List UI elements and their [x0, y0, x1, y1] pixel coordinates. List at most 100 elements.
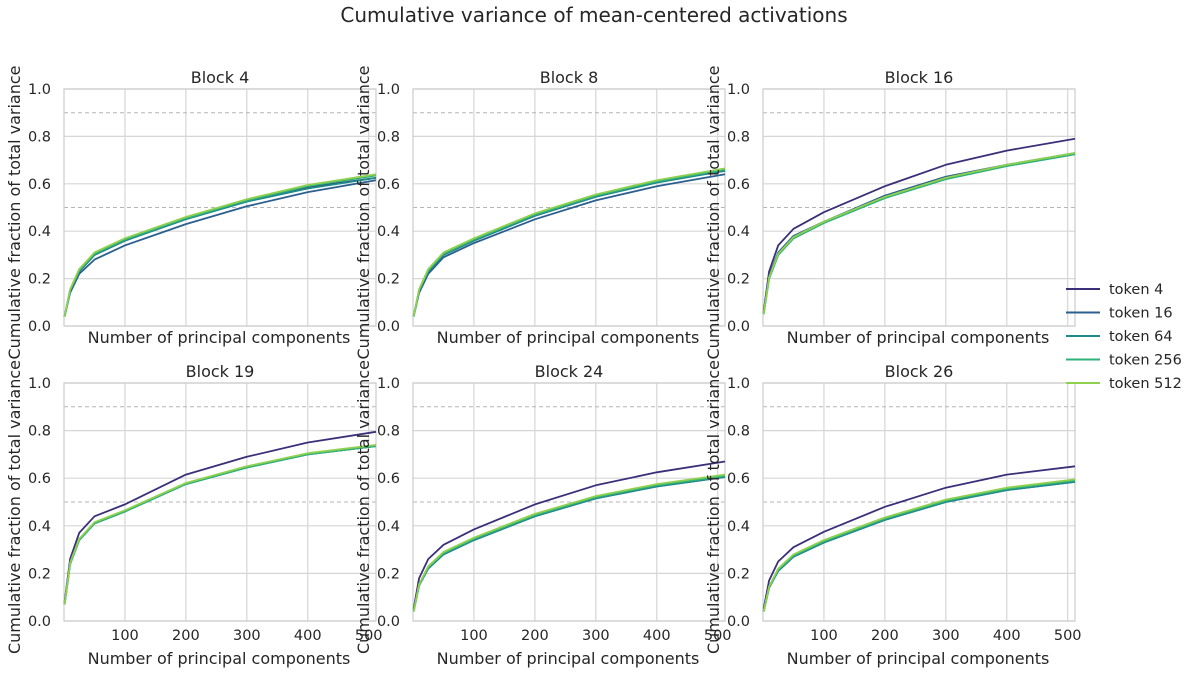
- x-tick-label: 500: [1054, 628, 1082, 644]
- subplot-title: Block 16: [885, 68, 954, 87]
- x-axis-label: Number of principal components: [437, 649, 700, 668]
- y-tick-label: 0.4: [28, 224, 51, 240]
- y-tick-label: 0.8: [377, 424, 400, 440]
- series-line-token-512: [412, 473, 726, 612]
- y-tick-label: 1.0: [377, 376, 400, 392]
- y-tick-label: 1.0: [377, 82, 400, 98]
- series-line-token-256: [762, 153, 1076, 315]
- y-tick-label: 0.0: [28, 614, 51, 630]
- series-line-token-512: [63, 444, 377, 605]
- y-tick-label: 0.6: [377, 471, 400, 487]
- y-tick-label: 1.0: [28, 82, 51, 98]
- legend-label: token 64: [1109, 329, 1173, 345]
- y-tick-label: 1.0: [28, 376, 51, 392]
- y-tick-label: 0.4: [28, 519, 51, 535]
- subplot-1: Block 4 0.0 0.2 0.4 0.6 0.8 1.0 Number of princ…: [5, 65, 377, 360]
- y-tick-label: 0.0: [377, 319, 400, 335]
- y-tick-label: 0.6: [727, 177, 750, 193]
- series-line-token-4: [762, 137, 1076, 312]
- series-line-token-256: [63, 174, 377, 317]
- y-tick-label: 0.2: [727, 272, 750, 288]
- y-axis-label: Cumulative fraction of total variance: [704, 65, 723, 359]
- y-tick-label: 1.0: [727, 82, 750, 98]
- y-tick-label: 0.0: [377, 614, 400, 630]
- series-line-token-16: [63, 179, 377, 317]
- series-line-token-64: [412, 169, 726, 317]
- y-tick-label: 0.8: [28, 129, 51, 145]
- x-axis-label: Number of principal components: [787, 328, 1050, 347]
- subplot-2: Block 8 0.0 0.2 0.4 0.6 0.8 1.0 Number of princ…: [354, 65, 726, 360]
- legend-label: token 4: [1109, 282, 1163, 298]
- x-tick-label: 500: [704, 628, 732, 644]
- x-tick-label: 200: [521, 628, 549, 644]
- x-tick-label: 300: [932, 628, 960, 644]
- y-tick-label: 0.0: [28, 319, 51, 335]
- y-tick-label: 0.4: [727, 519, 750, 535]
- figure-title: Cumulative variance of mean-centered act…: [340, 3, 847, 27]
- x-tick-label: 200: [871, 628, 899, 644]
- x-axis-label: Number of principal components: [88, 328, 351, 347]
- x-axis-label: Number of principal components: [437, 328, 700, 347]
- subplot-title: Block 8: [540, 68, 599, 87]
- series-line-token-512: [412, 167, 726, 317]
- y-axis-label: Cumulative fraction of total variance: [5, 360, 24, 654]
- y-tick-label: 0.2: [377, 272, 400, 288]
- y-tick-label: 0.4: [377, 519, 400, 535]
- y-tick-label: 0.4: [377, 224, 400, 240]
- subplot-title: Block 19: [186, 362, 255, 381]
- y-tick-label: 0.2: [28, 566, 51, 582]
- series-line-token-256: [412, 168, 726, 317]
- y-tick-label: 0.6: [28, 177, 51, 193]
- y-tick-label: 0.6: [727, 471, 750, 487]
- y-tick-label: 1.0: [727, 376, 750, 392]
- subplot-6: Block 26 0.0 0.2 0.4 0.6 0.8 1.0 100 200 300 400 50…: [704, 360, 1082, 668]
- x-tick-label: 400: [294, 628, 322, 644]
- x-tick-label: 100: [460, 628, 488, 644]
- series-line-token-4: [412, 460, 726, 610]
- x-tick-label: 400: [993, 628, 1021, 644]
- series-line-token-512: [762, 152, 1076, 315]
- panels-container: Block 4 0.0 0.2 0.4 0.6 0.8 1.0 Number of princ…: [5, 65, 1082, 668]
- y-axis-label: Cumulative fraction of total variance: [354, 360, 373, 654]
- y-tick-label: 0.8: [377, 129, 400, 145]
- x-tick-label: 300: [233, 628, 261, 644]
- axes-frame: [412, 382, 726, 622]
- x-tick-label: 300: [582, 628, 610, 644]
- y-tick-label: 0.8: [727, 129, 750, 145]
- x-tick-label: 500: [355, 628, 383, 644]
- y-tick-label: 0.0: [727, 319, 750, 335]
- y-tick-label: 0.8: [727, 424, 750, 440]
- series-line-token-64: [762, 153, 1076, 315]
- axes-frame: [63, 88, 377, 327]
- series-line-token-512: [63, 173, 377, 317]
- x-axis-label: Number of principal components: [787, 649, 1050, 668]
- axes-frame: [63, 382, 377, 622]
- series-line-token-64: [63, 177, 377, 317]
- subplot-4: Block 19 0.0 0.2 0.4 0.6 0.8 1.0 100 200 300 400 50…: [5, 360, 383, 668]
- axes-frame: [762, 382, 1076, 622]
- series-line-token-4: [63, 430, 377, 603]
- y-tick-label: 0.8: [28, 424, 51, 440]
- y-tick-label: 0.2: [28, 272, 51, 288]
- y-tick-label: 0.6: [377, 177, 400, 193]
- subplot-3: Block 16 0.0 0.2 0.4 0.6 0.8 1.0 Number of prin…: [704, 65, 1076, 360]
- x-tick-label: 200: [172, 628, 200, 644]
- legend-label: token 512: [1109, 376, 1182, 392]
- legend-label: token 16: [1109, 306, 1173, 322]
- y-tick-label: 0.6: [28, 471, 51, 487]
- legend: token 4 token 16 token 64 token 256 token 51…: [1066, 282, 1182, 392]
- series-line-token-512: [762, 478, 1076, 612]
- legend-label: token 256: [1109, 353, 1182, 369]
- series-line-token-16: [762, 152, 1076, 315]
- y-axis-label: Cumulative fraction of total variance: [704, 360, 723, 654]
- subplot-5: Block 24 0.0 0.2 0.4 0.6 0.8 1.0 100 200 300 400 50…: [354, 360, 732, 668]
- x-tick-label: 400: [643, 628, 671, 644]
- series-line-token-4: [762, 465, 1076, 610]
- subplot-title: Block 24: [535, 362, 604, 381]
- subplot-title: Block 4: [191, 68, 250, 87]
- x-axis-label: Number of principal components: [88, 649, 351, 668]
- y-axis-label: Cumulative fraction of total variance: [354, 65, 373, 359]
- y-tick-label: 0.4: [727, 224, 750, 240]
- series-line-token-16: [412, 173, 726, 317]
